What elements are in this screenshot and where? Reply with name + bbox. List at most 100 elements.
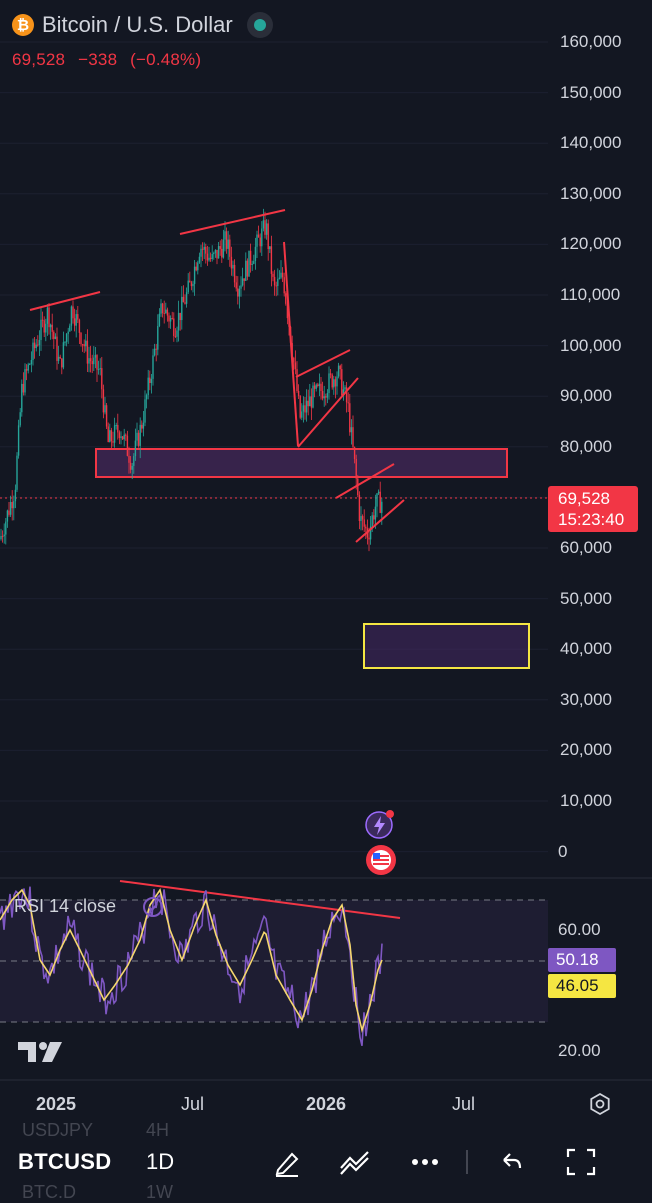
- candle-body: [237, 288, 239, 297]
- candle-body: [352, 427, 354, 447]
- candle-body: [334, 379, 337, 387]
- candle-body: [171, 318, 173, 320]
- undo-icon[interactable]: [494, 1146, 528, 1178]
- rsi-settings-icon[interactable]: [142, 896, 164, 918]
- candle-body: [56, 336, 58, 361]
- candle-body: [253, 261, 255, 264]
- candle-body: [141, 424, 143, 429]
- candle-body: [168, 315, 170, 322]
- ghost-interval-1: 4H: [146, 1120, 170, 1140]
- candle-body: [142, 422, 145, 429]
- candle-body: [5, 521, 7, 535]
- candle-body: [145, 395, 148, 400]
- candle-body: [107, 426, 109, 443]
- candle-body: [53, 331, 55, 339]
- candle-body: [62, 342, 65, 368]
- rsi-value-tag: 50.18: [548, 948, 616, 972]
- candle-body: [128, 455, 130, 463]
- candle-body: [118, 432, 121, 438]
- ghost-ticker-2: BTC.D: [22, 1182, 76, 1202]
- candle-body: [81, 344, 84, 346]
- candle-body: [315, 384, 317, 389]
- candle-body: [41, 319, 44, 321]
- price-axis-tick: 110,000: [560, 285, 621, 304]
- candle-body: [337, 365, 340, 377]
- candle-body: [377, 491, 380, 494]
- ticker-button[interactable]: BTCUSD: [18, 1149, 112, 1174]
- lightning-ai-icon[interactable]: [362, 808, 396, 842]
- ghost-ticker-1: USDJPY: [22, 1120, 94, 1140]
- symbol-header[interactable]: ₿ Bitcoin / U.S. Dollar: [12, 12, 273, 38]
- price-axis-tick: 0: [558, 841, 568, 861]
- candle-body: [54, 336, 57, 339]
- last-price-tag-value: 69,528: [558, 489, 610, 508]
- candle-body: [269, 246, 271, 250]
- candle-body: [347, 402, 349, 404]
- candle-body: [285, 293, 287, 304]
- candle-body: [246, 260, 249, 277]
- drawing-tools-icon[interactable]: [338, 1146, 372, 1178]
- rsi-legend[interactable]: RSI 14 close: [14, 896, 116, 917]
- price-axis-tick: 90,000: [560, 386, 612, 406]
- candle-body: [193, 266, 196, 284]
- candle-body: [35, 344, 37, 349]
- candle-body: [46, 307, 49, 324]
- candle-body: [249, 250, 252, 265]
- ghost-interval-2: 1W: [146, 1182, 173, 1202]
- candle-body: [365, 526, 367, 529]
- bottom-toolbar: [0, 1136, 652, 1200]
- candle-body: [320, 383, 322, 392]
- more-icon[interactable]: [408, 1146, 442, 1178]
- candle-body: [3, 534, 5, 537]
- candle-body: [363, 519, 365, 527]
- settings-icon[interactable]: [588, 1092, 612, 1116]
- price-axis-tick: 20,000: [560, 740, 612, 760]
- candle-body: [150, 378, 153, 383]
- candle-body: [185, 292, 188, 304]
- candle-body: [197, 262, 199, 271]
- candle-body: [273, 276, 276, 286]
- separator: [466, 1146, 468, 1178]
- candle-body: [376, 493, 378, 507]
- candle-body: [94, 355, 97, 358]
- price-axis-tick: 80,000: [560, 436, 612, 456]
- candle-body: [104, 405, 106, 413]
- candle-body: [187, 280, 189, 293]
- candle-body: [109, 430, 111, 443]
- candle-body: [96, 355, 98, 370]
- candle-body: [38, 339, 41, 346]
- fullscreen-icon[interactable]: [564, 1146, 598, 1178]
- candle-body: [70, 306, 73, 326]
- candle-body: [238, 288, 241, 297]
- candle-body: [40, 319, 42, 340]
- candle-body: [310, 396, 313, 408]
- candle-body: [22, 383, 25, 393]
- candle-body: [91, 361, 93, 365]
- candle-body: [286, 303, 289, 319]
- time-label-jul-2026: Jul: [452, 1094, 476, 1114]
- target-zone[interactable]: [363, 623, 530, 669]
- tradingview-logo-icon[interactable]: [18, 1040, 64, 1069]
- candle-body: [361, 516, 364, 520]
- candle-body: [371, 515, 373, 527]
- candle-body: [169, 318, 172, 322]
- candle-body: [211, 254, 213, 259]
- pencil-icon[interactable]: [270, 1146, 304, 1178]
- candle-body: [64, 341, 66, 343]
- candle-body: [32, 342, 34, 360]
- us-flag-events-icon[interactable]: [364, 843, 398, 877]
- candle-body: [205, 246, 207, 254]
- trendlines[interactable]: [29, 209, 405, 543]
- candle-body: [43, 320, 45, 333]
- candle-body: [189, 280, 191, 283]
- support-zone[interactable]: [95, 448, 508, 478]
- candle-body: [144, 399, 146, 423]
- candle-body: [121, 436, 124, 440]
- interval-button[interactable]: 1D: [146, 1149, 175, 1174]
- candle-body: [166, 309, 169, 316]
- candle-body: [312, 385, 314, 408]
- rsi-ma-line: [0, 888, 383, 1033]
- candle-body: [225, 231, 228, 249]
- candle-body: [206, 253, 209, 261]
